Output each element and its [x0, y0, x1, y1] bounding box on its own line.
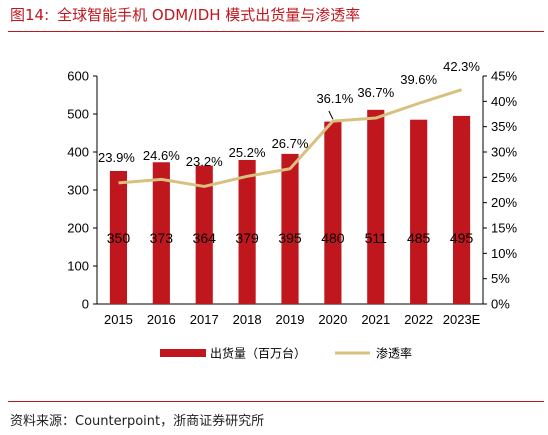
bar-value-label: 485: [407, 230, 431, 246]
bar-value-label: 511: [365, 230, 388, 246]
y-right-tick-label: 15%: [491, 221, 517, 236]
figure-title: 图14: 全球智能手机 ODM/IDH 模式出货量与渗透率: [10, 4, 360, 25]
bar: [238, 159, 256, 304]
x-tick-label: 2018: [233, 312, 262, 327]
legend-swatch-bar: [160, 349, 206, 357]
x-tick-label: 2016: [147, 312, 176, 327]
bar-value-label: 480: [321, 230, 345, 246]
line-value-label: 23.2%: [186, 154, 223, 169]
line-value-label: 24.6%: [143, 148, 180, 163]
bar-value-label: 364: [193, 230, 217, 246]
legend-label-line: 渗透率: [376, 346, 412, 361]
y-left-tick-label: 500: [67, 107, 89, 122]
y-left-tick-label: 600: [67, 69, 89, 84]
bar-value-label: 350: [107, 230, 131, 246]
y-right-tick-label: 35%: [491, 119, 517, 134]
bar-value-label: 495: [450, 230, 474, 246]
bar-value-label: 395: [278, 230, 302, 246]
x-tick-label: 2023E: [443, 312, 481, 327]
x-tick-label: 2020: [318, 312, 347, 327]
line-value-label: 23.9%: [98, 150, 135, 165]
bar-value-label: 379: [235, 230, 259, 246]
x-tick-label: 2021: [361, 312, 390, 327]
y-left-tick-label: 100: [67, 259, 89, 274]
bar: [152, 162, 170, 304]
bar: [410, 119, 428, 304]
y-left-tick-label: 0: [82, 297, 89, 312]
bar: [324, 121, 342, 304]
line-value-label: 36.1%: [316, 91, 353, 106]
x-tick-label: 2022: [404, 312, 433, 327]
y-right-tick-label: 45%: [491, 69, 517, 84]
line-value-label: 26.7%: [272, 136, 309, 151]
source-divider: [8, 401, 544, 402]
y-left-tick-label: 200: [67, 221, 89, 236]
bar: [109, 171, 128, 304]
label-leader-line: [328, 110, 334, 120]
y-right-tick-label: 0%: [491, 297, 510, 312]
y-right-tick-label: 40%: [491, 94, 517, 109]
bar: [452, 115, 471, 305]
y-left-tick-label: 400: [67, 145, 89, 160]
x-tick-label: 2017: [190, 312, 219, 327]
title-divider: [8, 31, 544, 32]
y-left-tick-label: 300: [67, 183, 89, 198]
x-tick-label: 2019: [276, 312, 305, 327]
y-right-tick-label: 30%: [491, 145, 517, 160]
line-value-label: 36.7%: [357, 85, 394, 100]
line-value-label: 42.3%: [443, 59, 480, 74]
legend-label-bar: 出货量（百万台）: [210, 346, 306, 361]
chart: 0 100 200 300 400 500 600 0% 5% 10% 15% 20% 25% 30% 35…: [67, 59, 517, 361]
bar-value-label: 373: [150, 230, 174, 246]
y-right-tick-label: 20%: [491, 195, 517, 210]
y-right-tick-label: 25%: [491, 170, 517, 185]
line-value-label: 39.6%: [400, 72, 437, 87]
y-right-tick-label: 5%: [491, 271, 510, 286]
figure-number: 图14:: [10, 6, 50, 24]
line-value-label: 25.2%: [229, 145, 266, 160]
y-right-tick-label: 10%: [491, 246, 517, 261]
bar: [195, 165, 213, 304]
source-note: 资料来源：Counterpoint，浙商证券研究所: [10, 414, 265, 429]
figure-title-text: 全球智能手机 ODM/IDH 模式出货量与渗透率: [57, 6, 361, 24]
bar: [281, 153, 299, 304]
x-tick-label: 2015: [104, 312, 133, 327]
bar: [367, 109, 385, 304]
line-series-penetration: [118, 88, 463, 188]
